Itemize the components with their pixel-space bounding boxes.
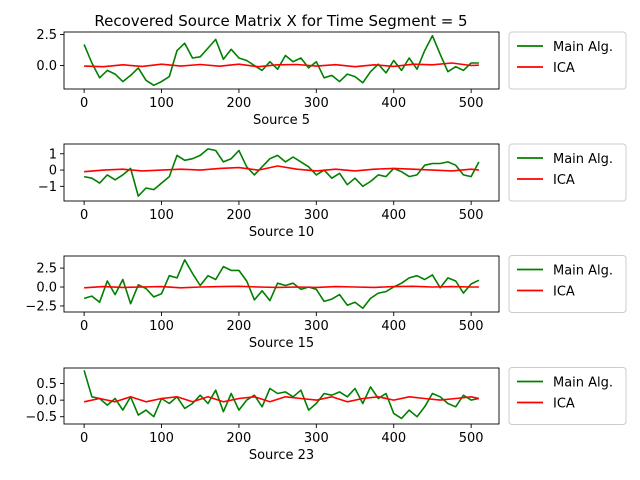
- legend-label: Main Alg.: [553, 40, 613, 55]
- x-tick-label: 200: [227, 431, 252, 446]
- x-tick-label: 200: [227, 96, 252, 111]
- main-alg-series-line: [83, 34, 479, 87]
- x-tick-label: 200: [227, 319, 252, 334]
- legend-label: Main Alg.: [553, 152, 613, 167]
- legend: Main Alg. ICA: [508, 255, 627, 313]
- x-tick-label: 0: [80, 96, 88, 111]
- legend-label: ICA: [553, 285, 575, 300]
- axes-frame: [63, 31, 500, 90]
- legend-label: ICA: [553, 397, 575, 412]
- x-tick-label: 500: [459, 208, 484, 223]
- axes-frame: [63, 255, 500, 313]
- axes-frame: [63, 143, 500, 202]
- legend: Main Alg. ICA: [508, 367, 627, 425]
- x-tick-label: 0: [80, 431, 88, 446]
- x-tick-label: 0: [80, 319, 88, 334]
- x-axis-label: Source 10: [249, 225, 314, 240]
- legend: Main Alg. ICA: [508, 143, 627, 202]
- x-tick-label: 500: [459, 431, 484, 446]
- x-tick-label: 500: [459, 96, 484, 111]
- x-tick-label: 100: [149, 319, 174, 334]
- axes-frame: [63, 367, 500, 425]
- x-tick-label: 500: [459, 319, 484, 334]
- ica-series-line: [84, 165, 479, 173]
- x-tick-label: 400: [381, 208, 406, 223]
- y-tick-label: 2.5: [36, 262, 57, 277]
- x-tick-label: 400: [381, 96, 406, 111]
- x-tick-label: 300: [304, 208, 329, 223]
- legend: Main Alg. ICA: [508, 31, 627, 90]
- main-alg-series-line: [83, 370, 480, 420]
- ica-series-line: [83, 395, 480, 403]
- y-tick-label: 0.0: [36, 59, 57, 74]
- subplot-3: 0 100 200 300 400 500 2.5 0.0 −2.5 Source 15 Main …: [25, 255, 627, 351]
- legend-label: ICA: [553, 173, 575, 188]
- x-axis-label: Source 15: [249, 336, 314, 351]
- subplot-1: 0 100 200 300 400 500 2.5 0.0 Source 5 Main Alg. I…: [36, 28, 627, 128]
- x-tick-label: 100: [149, 431, 174, 446]
- x-tick-label: 400: [381, 319, 406, 334]
- x-tick-label: 300: [304, 96, 329, 111]
- x-axis-label: Source 5: [253, 113, 310, 128]
- y-tick-label: 0.0: [36, 394, 57, 409]
- figure-title: Recovered Source Matrix X for Time Segme…: [94, 12, 467, 30]
- x-tick-label: 300: [304, 431, 329, 446]
- x-tick-label: 200: [227, 208, 252, 223]
- y-tick-label: −0.5: [25, 410, 57, 425]
- y-tick-label: −2.5: [25, 299, 57, 314]
- main-alg-series-line: [83, 148, 480, 197]
- legend-label: ICA: [553, 61, 575, 76]
- y-tick-label: 2.5: [36, 28, 57, 43]
- x-tick-label: 400: [381, 431, 406, 446]
- x-tick-label: 100: [149, 96, 174, 111]
- y-tick-label: 0.0: [36, 281, 57, 296]
- ica-series-line: [84, 62, 479, 68]
- ica-series-line: [84, 285, 479, 289]
- x-tick-label: 0: [80, 208, 88, 223]
- main-alg-series-line: [83, 258, 480, 310]
- y-tick-label: 0: [49, 164, 57, 179]
- y-tick-label: 1: [49, 147, 57, 162]
- x-tick-label: 300: [304, 319, 329, 334]
- legend-label: Main Alg.: [553, 376, 613, 391]
- x-axis-label: Source 23: [249, 448, 314, 463]
- x-tick-label: 100: [149, 208, 174, 223]
- legend-label: Main Alg.: [553, 264, 613, 279]
- y-tick-label: −1: [38, 180, 57, 195]
- subplot-4: 0 100 200 300 400 500 0.5 0.0−0.5 Source 23 Main …: [25, 367, 627, 463]
- y-tick-label: 0.5: [36, 377, 57, 392]
